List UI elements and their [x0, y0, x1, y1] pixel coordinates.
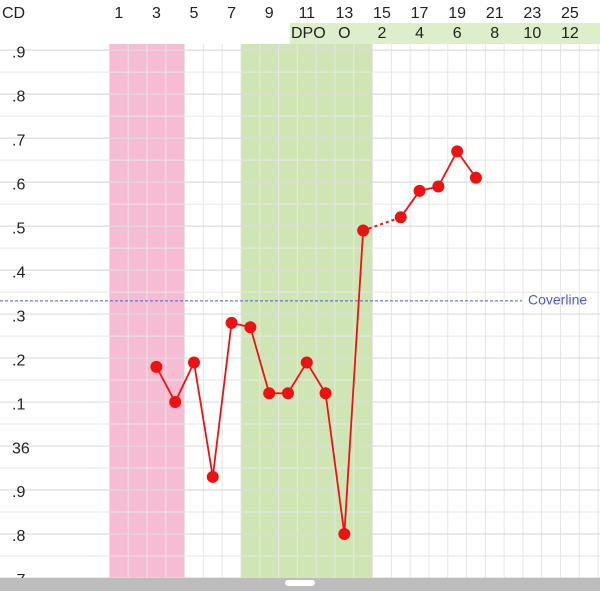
x-tick-label: 19 — [448, 5, 466, 22]
x-tick-label: 13 — [335, 5, 353, 22]
dpo-row-background — [290, 23, 600, 44]
coverline-label: Coverline — [528, 292, 587, 308]
temperature-point — [169, 396, 182, 409]
temperature-point — [281, 387, 294, 400]
temperature-point — [469, 171, 482, 184]
x-tick-label: 15 — [373, 5, 391, 22]
temperature-point — [244, 321, 257, 334]
temperature-point — [263, 387, 276, 400]
y-tick-label: .1 — [12, 396, 25, 413]
plot-foreground: .9.8.7.6.5.4.3.2.136.9.8.713579111315171… — [0, 5, 600, 591]
plot-background — [0, 44, 600, 579]
y-tick-label: 36 — [12, 440, 30, 457]
x-tick-label: 11 — [298, 5, 315, 22]
temperature-point — [300, 356, 313, 369]
x-tick-label: 3 — [152, 5, 161, 22]
y-tick-label: .9 — [12, 484, 25, 501]
drag-handle — [285, 580, 315, 586]
temperature-point — [357, 224, 370, 237]
x-tick-label: 5 — [190, 5, 199, 22]
dpo-tick-label: 8 — [490, 25, 499, 42]
y-tick-label: .5 — [12, 220, 25, 237]
x-tick-label: 23 — [523, 5, 541, 22]
y-tick-label: .6 — [12, 176, 25, 193]
temperature-point — [394, 211, 407, 224]
x-tick-label: 21 — [486, 5, 504, 22]
x-tick-label: 17 — [411, 5, 429, 22]
temperature-point — [432, 180, 445, 193]
y-tick-label: .8 — [12, 528, 25, 545]
temperature-point — [187, 356, 200, 369]
dpo-tick-label: 12 — [561, 25, 579, 42]
temperature-point — [451, 145, 464, 158]
y-tick-label: .9 — [12, 44, 25, 61]
x-axis-label: CD — [2, 5, 25, 22]
temperature-point — [319, 387, 332, 400]
temperature-point — [413, 184, 426, 197]
x-tick-label: 1 — [114, 5, 123, 22]
dpo-tick-label: O — [338, 25, 350, 42]
y-tick-label: .8 — [12, 88, 25, 105]
dpo-tick-label: 6 — [453, 25, 462, 42]
dpo-label: DPO — [291, 25, 326, 42]
shaded-range — [240, 44, 373, 578]
gap-connector — [362, 216, 402, 232]
temperature-point — [206, 470, 219, 483]
x-tick-label: 7 — [227, 5, 236, 22]
temperature-point — [338, 528, 351, 541]
y-tick-label: .3 — [12, 308, 25, 325]
x-tick-label: 25 — [561, 5, 579, 22]
x-tick-label: 9 — [265, 5, 274, 22]
dpo-tick-label: 2 — [378, 25, 387, 42]
temperature-point — [150, 360, 163, 373]
temperature-point — [225, 316, 238, 329]
dpo-tick-label: 4 — [415, 25, 424, 42]
y-tick-label: .4 — [12, 264, 25, 281]
y-tick-label: .7 — [12, 132, 25, 149]
dpo-tick-label: 10 — [523, 25, 541, 42]
y-tick-label: .2 — [12, 352, 25, 369]
